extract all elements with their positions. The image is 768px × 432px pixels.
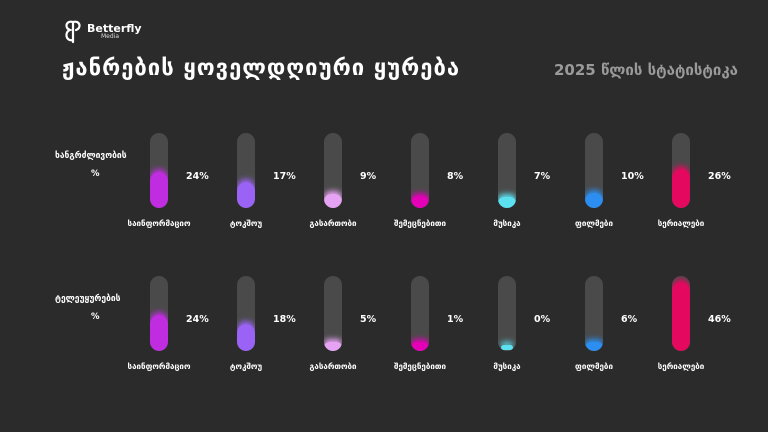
- row-label-text: ხანგრძლივობის: [55, 151, 127, 161]
- bar-track: [585, 133, 603, 208]
- bar-track: [237, 276, 255, 351]
- category-label: გასართობი: [309, 362, 357, 371]
- row-label-viewership: ტელეუყურების %: [55, 290, 165, 326]
- category-label: მუსიკა: [493, 219, 521, 228]
- bar-fill: [411, 196, 429, 208]
- bar-fill: [411, 342, 429, 351]
- value-label: 17%: [273, 171, 296, 182]
- bar-fill: [672, 282, 690, 351]
- bar-track: [150, 276, 168, 351]
- value-label: 24%: [186, 171, 209, 182]
- brand-sub: Media: [101, 32, 120, 40]
- value-label: 6%: [621, 314, 638, 325]
- category-label: შემეცნებითი: [394, 362, 446, 371]
- brand-logo: Betterfly Media: [62, 18, 142, 44]
- value-label: 24%: [186, 314, 209, 325]
- page-title: ჟანრების ყოველდღიური ყურება: [62, 56, 461, 81]
- row-unit: %: [91, 169, 100, 179]
- butterfly-logo-icon: [65, 20, 81, 44]
- value-label: 5%: [360, 314, 377, 325]
- bar-track: [324, 276, 342, 351]
- category-label: სერიალები: [657, 362, 705, 371]
- category-label: გასართობი: [309, 219, 357, 228]
- bar-fill: [150, 172, 168, 208]
- category-label: ტოკშოუ: [229, 219, 263, 228]
- category-label: საინფორმაციო: [127, 219, 191, 228]
- category-label: ფილმები: [575, 362, 613, 371]
- value-label: 26%: [708, 171, 731, 182]
- bar-track: [237, 133, 255, 208]
- category-label: სერიალები: [657, 219, 705, 228]
- bar-track: [672, 276, 690, 351]
- category-label: ფილმები: [575, 219, 613, 228]
- brand-name: Betterfly: [87, 21, 142, 35]
- row-unit: %: [91, 312, 100, 322]
- bar-track: [411, 276, 429, 351]
- value-label: 10%: [621, 171, 644, 182]
- bar-fill: [324, 194, 342, 208]
- bar-fill: [237, 324, 255, 351]
- bar-track: [324, 133, 342, 208]
- category-label: შემეცნებითი: [394, 219, 446, 228]
- bar-track: [498, 133, 516, 208]
- bar-track: [498, 276, 516, 351]
- category-label: ტოკშოუ: [229, 362, 263, 371]
- bar-track: [585, 276, 603, 351]
- bar-track: [672, 133, 690, 208]
- value-label: 7%: [534, 171, 551, 182]
- page-subtitle: 2025 წლის სტატისტიკა: [554, 61, 738, 79]
- value-label: 18%: [273, 314, 296, 325]
- bar-fill: [585, 193, 603, 208]
- category-label: საინფორმაციო: [127, 362, 191, 371]
- bar-fill: [585, 342, 603, 351]
- bar-fill: [501, 345, 513, 350]
- category-label: მუსიკა: [493, 362, 521, 371]
- bar-track: [411, 133, 429, 208]
- bar-fill: [498, 197, 516, 208]
- row-label-duration: ხანგრძლივობის %: [55, 147, 165, 183]
- value-label: 1%: [447, 314, 464, 325]
- bar-fill: [150, 315, 168, 351]
- value-label: 8%: [447, 171, 464, 182]
- row-label-text: ტელეუყურების: [55, 294, 121, 304]
- bar-fill: [237, 182, 255, 208]
- bar-fill: [672, 169, 690, 208]
- value-label: 9%: [360, 171, 377, 182]
- bar-track: [150, 133, 168, 208]
- value-label: 46%: [708, 314, 731, 325]
- value-label: 0%: [534, 314, 551, 325]
- bar-fill: [324, 342, 342, 351]
